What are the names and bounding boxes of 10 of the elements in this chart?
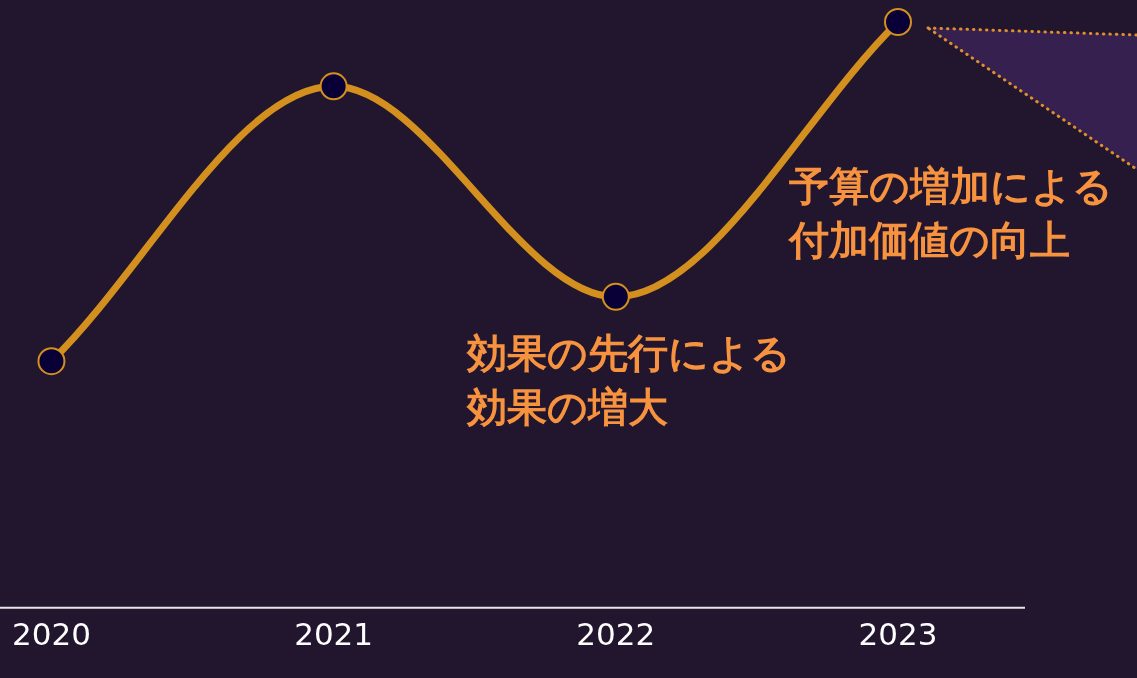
x-tick-label: 2022 (576, 616, 656, 653)
point (319, 72, 348, 101)
point (601, 282, 630, 311)
annotation: 予算の増加による付加価値の向上 (787, 163, 1113, 264)
x-tick-label: 2023 (858, 616, 938, 653)
annotation: 効果の先行による効果の増大 (465, 330, 791, 431)
point (884, 8, 912, 36)
x-tick-label: 2020 (11, 616, 91, 653)
point (37, 347, 66, 376)
x-tick-label: 2021 (294, 616, 374, 653)
